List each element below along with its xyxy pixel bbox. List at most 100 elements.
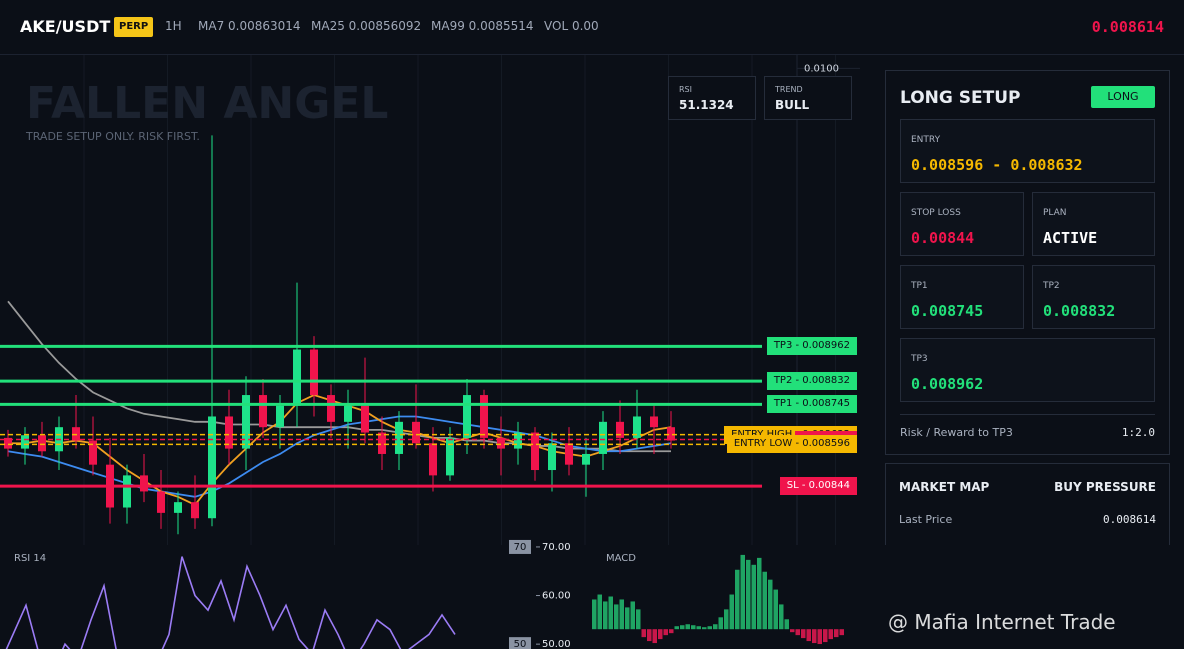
candle-body (378, 432, 386, 454)
candle-body (497, 437, 505, 449)
value: 0.00844 (911, 229, 975, 247)
macd-bar (790, 629, 795, 633)
macd-bar (795, 629, 800, 636)
candle-body (123, 475, 131, 508)
setup-title: LONG SETUP (900, 88, 1021, 108)
macd-bar (663, 629, 668, 636)
stat-value: BULL (775, 98, 810, 112)
macd-bar (740, 554, 745, 630)
macd-bar (691, 625, 696, 630)
stat-label: RSI (679, 85, 692, 94)
stat-value: 51.1324 (679, 98, 734, 112)
tp1-card: TP1 0.008745 (900, 265, 1024, 329)
macd-bar (784, 619, 789, 630)
level-badge-text: 50 (514, 639, 527, 649)
label: STOP LOSS (911, 208, 961, 218)
interval[interactable]: 1H (165, 19, 182, 33)
symbol[interactable]: AKE/USDT (20, 17, 111, 36)
macd-bar (597, 594, 602, 630)
macd-bar (729, 594, 734, 630)
macd-bar (669, 629, 674, 634)
macd-bar (702, 627, 707, 630)
candle-body (565, 443, 573, 465)
candle-body (429, 443, 437, 476)
rsi-line (5, 556, 456, 649)
level-label: ENTRY LOW - 0.008596 (726, 435, 857, 454)
plan-card: PLAN ACTIVE (1032, 192, 1155, 256)
level-label: TP3 - 0.008962 (766, 337, 857, 356)
label: TP2 (1043, 281, 1060, 291)
macd-bar (757, 557, 762, 630)
macd-bar (773, 589, 778, 630)
setup-badge[interactable]: LONG (1091, 86, 1155, 108)
level-label: TP2 - 0.008832 (766, 372, 857, 391)
macd-bar (746, 559, 751, 630)
macd-bar (641, 629, 646, 638)
candle-body (38, 435, 46, 452)
candle-body (4, 437, 12, 449)
macd-bar (834, 629, 839, 638)
candle-body (446, 437, 454, 476)
mm-value: 0.008614 (1103, 513, 1156, 526)
macd-bar (658, 629, 663, 640)
candle-body (531, 432, 539, 471)
macd-bar (592, 599, 597, 630)
entry-card: ENTRY 0.008596 - 0.008632 (900, 119, 1155, 183)
y-tick-label: 70.00 (542, 542, 571, 553)
macd-bar (707, 626, 712, 630)
macd-bar (724, 609, 729, 630)
divider (900, 414, 1155, 415)
last-price: 0.008614 (1091, 18, 1164, 36)
candle-body (412, 421, 420, 444)
watermark: FALLEN ANGEL (26, 78, 389, 129)
macd-bar (812, 629, 817, 644)
value: 0.008596 - 0.008632 (911, 156, 1083, 174)
candle-body (191, 502, 199, 519)
macd-bar (614, 604, 619, 630)
candle-body (480, 395, 488, 438)
rr-value: 1:2.0 (1121, 426, 1155, 439)
subtitle: TRADE SETUP ONLY. RISK FIRST. (26, 130, 200, 143)
ma7: MA7 0.00863014 (198, 19, 301, 33)
label: PLAN (1043, 208, 1067, 218)
macd-bar (718, 617, 723, 630)
macd-bar (674, 626, 679, 630)
macd-bar (828, 629, 833, 640)
candle-body (650, 416, 658, 428)
macd-bar (823, 629, 828, 643)
candle-body (208, 416, 216, 519)
mm-label: Last Price (899, 513, 953, 526)
candle-body (463, 395, 471, 438)
level-label: SL - 0.00844 (779, 477, 857, 496)
candle-body (140, 475, 148, 492)
value: ACTIVE (1043, 229, 1098, 247)
candle-body (514, 432, 522, 449)
candle-body (174, 502, 182, 513)
level-badge-text: 70 (514, 542, 527, 553)
macd-bar (636, 609, 641, 630)
candle-body (548, 443, 556, 471)
stat-card: RSI 51.1324 (668, 76, 756, 120)
macd-bar (619, 599, 624, 630)
label: TP1 (911, 281, 928, 291)
value: 0.008745 (911, 302, 984, 320)
mm-title: MARKET MAP (899, 480, 990, 494)
macd-bar (652, 629, 657, 644)
macd-bar (801, 629, 806, 639)
macd-bar (685, 624, 690, 630)
macd-bar (608, 596, 613, 630)
rsi-panel (0, 545, 580, 649)
macd-bar (779, 604, 784, 630)
macd-title: MACD (606, 553, 636, 564)
level-label: TP1 - 0.008745 (766, 395, 857, 414)
macd-bar (735, 569, 740, 630)
macd-bar (680, 625, 685, 630)
candle-body (259, 395, 267, 428)
ma25: MA25 0.00856092 (311, 19, 422, 33)
rsi-title: RSI 14 (14, 553, 47, 564)
macd-bar (696, 626, 701, 630)
label: ENTRY (911, 135, 941, 145)
